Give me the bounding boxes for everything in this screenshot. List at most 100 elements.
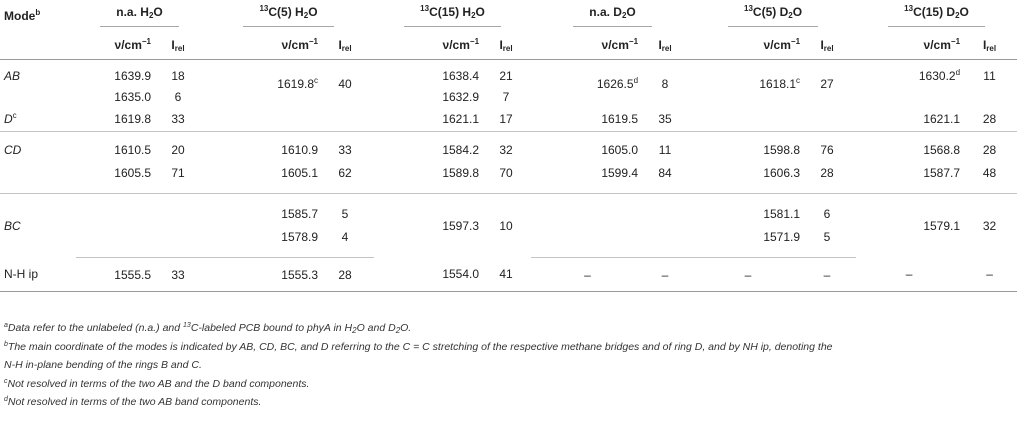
table-row: CD 1610.5 20 1610.9 33 1584.2 32 1605.0 … [0,132,1017,162]
table-row: 1578.9 4 1571.9 5 [0,225,1017,258]
group-header-c15-h2o: 13C(15) H2O [374,2,531,30]
footnote-c: cNot resolved in terms of the two AB and… [4,378,310,390]
value-cell: – [694,257,803,292]
value-cell: 17 [481,107,532,132]
header-row-units: ν/cm−1 Irel ν/cm−1 Irel ν/cm−1 Irel ν/cm… [0,30,1017,60]
value-cell-merged: 1618.1c [759,75,801,91]
value-cell: 5 [341,206,349,221]
group-header-c5-d2o: 13C(5) D2O [694,2,852,30]
value-cell: 1619.8 [76,107,153,132]
value-cell: 1555.3 [207,257,320,292]
value-cell: 48 [962,161,1017,194]
value-cell: 1619.5 [535,107,641,132]
value-cell-merged: 27 [820,76,834,91]
col-header-nu: ν/cm−1 [856,30,963,60]
data-table: Modeb n.a. H2O 13C(5) H2O 13C(15) H2O n.… [0,2,1017,292]
value-cell: – [856,257,963,292]
value-cell: 18 [171,68,185,83]
value-cell: 1621.1 [856,107,963,132]
value-cell: 76 [820,142,834,157]
value-cell: 28 [802,161,853,194]
col-header-nu: ν/cm−1 [374,30,482,60]
value-cell: – [802,257,853,292]
value-cell: 1635.0 [114,89,151,104]
value-cell-merged: 1597.3 [442,218,480,233]
table-row: N-H ip 1555.5 33 1555.3 28 1554.0 41 – –… [0,257,1017,292]
value-cell: 1568.8 [923,142,961,157]
value-cell: 11 [983,68,996,83]
value-cell: 33 [153,257,203,292]
mode-header: Modeb [4,8,41,24]
footnote-b: bThe main coordinate of the modes is ind… [4,341,833,353]
value-cell: 1589.8 [374,161,482,194]
value-cell: 1599.4 [535,161,641,194]
col-header-irel: Irel [153,30,203,60]
value-cell: 1621.1 [374,107,482,132]
mode-label-d: Dc [0,107,76,132]
group-header-c5-h2o: 13C(5) H2O [207,2,370,30]
value-cell: 1554.0 [374,257,482,292]
footnote-a: aData refer to the unlabeled (n.a.) and … [4,322,412,335]
value-cell: 70 [481,161,532,194]
value-cell: 1584.2 [442,142,480,157]
header-row-groups: Modeb n.a. H2O 13C(5) H2O 13C(15) H2O n.… [0,2,1017,30]
group-header-na-h2o: n.a. H2O [76,2,203,30]
value-cell-merged: 1579.1 [923,218,961,233]
value-cell: 1571.9 [694,225,803,258]
mode-label-ab: AB [4,68,21,83]
footnote-d: dNot resolved in terms of the two AB ban… [4,396,262,408]
value-cell-merged: 1626.5d [596,75,639,91]
value-cell: 1585.7 [281,206,318,221]
value-cell: 1632.9 [442,89,480,104]
col-header-irel: Irel [320,30,371,60]
value-cell: 4 [320,225,371,258]
value-cell: 1630.2d [918,67,961,83]
value-cell: – [962,257,1017,292]
value-cell: 1639.9 [114,68,151,83]
value-cell-merged: 40 [338,76,352,91]
value-cell: 7 [502,89,510,104]
group-header-c15-d2o: 13C(15) D2O [856,2,1017,30]
value-cell-merged: 32 [982,218,997,233]
col-header-nu: ν/cm−1 [694,30,803,60]
value-cell: 35 [640,107,691,132]
value-cell: 1587.7 [856,161,963,194]
col-header-irel: Irel [481,30,532,60]
table-row: Dc 1619.8 33 1621.1 17 1619.5 35 1621.1 … [0,107,1017,132]
value-cell: 28 [982,142,997,157]
mode-label-cd: CD [4,142,22,157]
value-cell: 1638.4 [442,68,480,83]
value-cell: 32 [499,142,513,157]
value-cell: 1555.5 [76,257,153,292]
value-cell: 1605.1 [207,161,320,194]
value-cell: 84 [640,161,691,194]
value-cell: 1605.5 [76,161,153,194]
value-cell: 1610.5 [114,142,151,157]
value-cell: 20 [171,142,185,157]
table-row: 1605.5 71 1605.1 62 1589.8 70 1599.4 84 … [0,161,1017,194]
value-cell: 6 [823,206,831,221]
value-cell: 62 [320,161,371,194]
value-cell: 1581.1 [763,206,801,221]
value-cell: 71 [153,161,203,194]
value-cell-merged: 1619.8c [277,75,318,91]
value-cell: 1606.3 [694,161,803,194]
col-header-nu: ν/cm−1 [207,30,320,60]
group-header-na-d2o: n.a. D2O [535,2,690,30]
value-cell: 5 [802,225,853,258]
value-cell: – [535,257,641,292]
col-header-irel: Irel [640,30,691,60]
value-cell: 33 [153,107,203,132]
table-row: 1635.0 6 1632.9 7 [0,86,1017,108]
col-header-nu: ν/cm−1 [535,30,641,60]
col-header-irel: Irel [802,30,853,60]
value-cell: 1598.8 [763,142,801,157]
value-cell: – [640,257,691,292]
table-row: AB 1639.9 18 1619.8c 40 1638.4 21 1626.5… [0,60,1017,91]
mode-label-bc: BC [4,218,21,233]
value-cell: 33 [338,142,352,157]
value-cell: 41 [481,257,532,292]
value-cell: 1610.9 [281,142,318,157]
value-cell-merged: 10 [499,218,513,233]
